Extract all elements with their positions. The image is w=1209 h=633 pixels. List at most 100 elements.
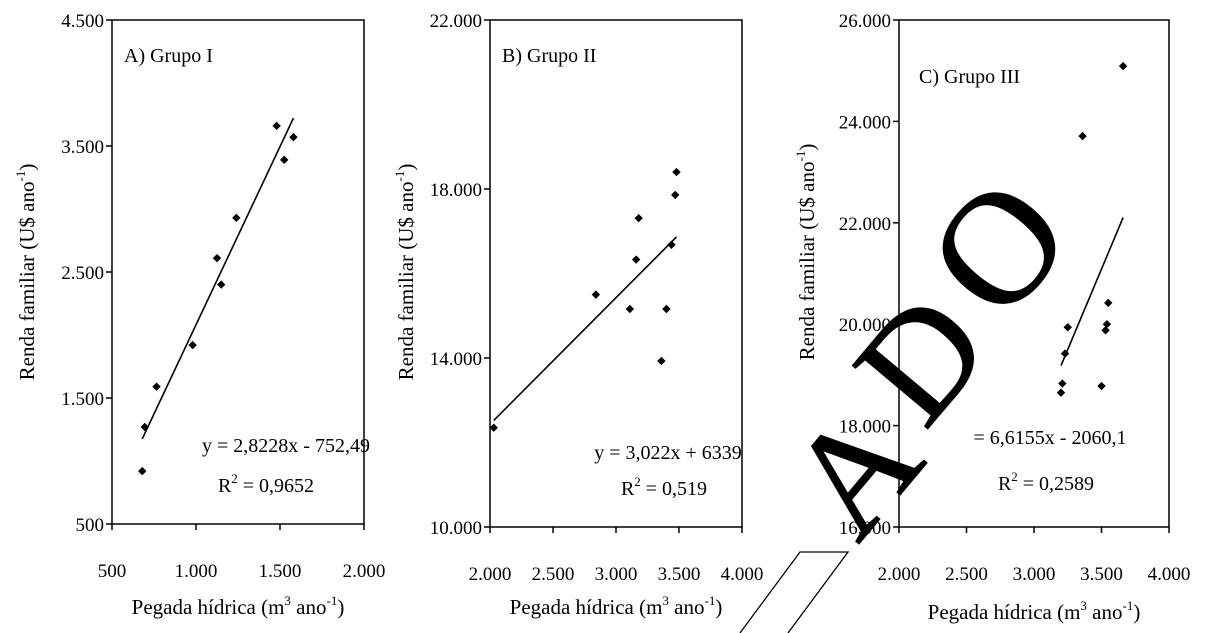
r-squared-value: = 0,9652 xyxy=(238,475,314,497)
data-point xyxy=(1104,298,1113,308)
r-squared: R2 = 0,2589 xyxy=(998,469,1094,495)
data-point xyxy=(671,190,680,200)
y-tick-label: 2.500 xyxy=(61,263,104,284)
regression-equation: = 6,6155x - 2060,1 xyxy=(974,427,1127,449)
data-point xyxy=(289,132,298,142)
trend-line xyxy=(1060,217,1124,366)
data-point xyxy=(152,382,161,391)
data-point xyxy=(280,155,289,165)
r-squared-letter: R xyxy=(998,473,1012,495)
trend-line xyxy=(141,117,295,440)
y-tick-label: 1.500 xyxy=(61,389,104,410)
x-axis-label-close: ) xyxy=(715,595,722,619)
x-axis-label-unit: ano xyxy=(291,595,327,619)
r-squared-value: = 0,519 xyxy=(641,478,707,500)
x-axis-label: Pegada hídrica (m3 ano-1) xyxy=(928,598,1141,624)
y-axis-label: Renda familiar (U$ ano-1) xyxy=(392,164,418,381)
y-tick-label: 24.000 xyxy=(839,112,891,133)
x-tick-label: 3.500 xyxy=(1080,564,1123,585)
r-squared-exponent: 2 xyxy=(1011,469,1018,484)
data-point xyxy=(662,304,671,314)
y-axis-label-close: ) xyxy=(394,164,418,171)
y-axis-label-exponent: -1 xyxy=(392,171,407,182)
y-axis-label: Renda familiar (U$ ano-1) xyxy=(793,144,819,361)
x-axis-label-exponent-2: -1 xyxy=(327,593,338,608)
x-axis-label: Pegada hídrica (m3 ano-1) xyxy=(510,593,723,619)
data-point xyxy=(489,423,498,432)
data-point xyxy=(232,213,241,223)
x-axis-label-exponent: 3 xyxy=(284,593,291,608)
data-point xyxy=(272,121,281,131)
x-axis-label-unit: ano xyxy=(1087,600,1123,624)
data-point xyxy=(138,466,147,476)
x-axis-label-exponent-2: -1 xyxy=(1123,598,1134,613)
panel-title: B) Grupo II xyxy=(502,45,596,67)
y-tick-label: 10.000 xyxy=(430,518,482,539)
data-point xyxy=(631,255,641,264)
x-axis-label-exponent: 3 xyxy=(662,593,669,608)
data-point xyxy=(1063,323,1072,332)
r-squared-value: = 0,2589 xyxy=(1018,473,1094,495)
y-axis-label-text: Renda familiar (U$ ano xyxy=(795,162,819,361)
x-axis-label-exponent: 3 xyxy=(1080,598,1087,613)
x-tick-label: 2.000 xyxy=(878,564,921,585)
x-tick-label: 3.000 xyxy=(1013,564,1056,585)
x-axis-label-unit: ano xyxy=(669,595,705,619)
r-squared-letter: R xyxy=(218,475,232,497)
data-point xyxy=(1058,379,1067,388)
r-squared-exponent: 2 xyxy=(634,474,641,489)
data-point xyxy=(1060,349,1070,358)
y-tick-label: 20.000 xyxy=(839,315,891,336)
y-tick-label: 4.500 xyxy=(61,11,104,32)
r-squared: R2 = 0,9652 xyxy=(218,471,314,497)
x-axis-label-close: ) xyxy=(337,595,344,619)
x-tick-label: 500 xyxy=(98,561,127,582)
y-tick-label: 3.500 xyxy=(61,137,104,158)
data-point xyxy=(1118,61,1128,71)
x-tick-label: 2.000 xyxy=(343,561,386,582)
x-axis-label: Pegada hídrica (m3 ano-1) xyxy=(132,593,345,619)
data-point xyxy=(591,290,601,299)
y-axis-label-exponent: -1 xyxy=(793,151,808,162)
data-point xyxy=(667,240,676,249)
x-axis-label-text: Pegada hídrica (m xyxy=(510,595,663,619)
data-point xyxy=(634,213,643,223)
chart-panel-3: 16.00018.00020.00022.00024.00026.0002.00… xyxy=(793,11,1190,624)
y-tick-label: 16.000 xyxy=(839,518,891,539)
regression-equation: y = 3,022x + 6339 xyxy=(594,442,742,464)
data-point xyxy=(657,356,666,366)
r-squared-letter: R xyxy=(621,478,635,500)
y-axis-label-exponent: -1 xyxy=(13,171,28,182)
panel-title: A) Grupo I xyxy=(124,45,213,67)
data-point xyxy=(212,253,222,263)
y-tick-label: 500 xyxy=(76,515,105,536)
x-tick-label: 2.500 xyxy=(532,564,575,585)
data-point xyxy=(1097,381,1106,391)
data-point xyxy=(1056,388,1066,397)
data-point xyxy=(217,280,226,289)
data-point xyxy=(625,304,635,314)
regression-equation: y = 2,8228x - 752,49 xyxy=(202,435,370,457)
data-point xyxy=(140,422,149,432)
x-tick-label: 3.000 xyxy=(595,564,638,585)
y-tick-label: 18.000 xyxy=(430,180,482,201)
watermark-stroke xyxy=(739,551,850,633)
x-tick-label: 4.000 xyxy=(721,564,764,585)
x-tick-label: 4.000 xyxy=(1148,564,1191,585)
x-axis-label-text: Pegada hídrica (m xyxy=(928,600,1081,624)
data-point xyxy=(188,340,197,350)
x-tick-label: 1.000 xyxy=(175,561,218,582)
y-tick-label: 14.000 xyxy=(430,349,482,370)
data-point xyxy=(1078,131,1087,141)
chart-panel-2: 10.000 14.000 18.000 22.000 2.000 2.500 3.000 3… xyxy=(392,11,763,619)
x-axis-label-text: Pegada hídrica (m xyxy=(132,595,285,619)
panel-title: C) Grupo III xyxy=(919,66,1020,88)
x-tick-label: 2.500 xyxy=(945,564,988,585)
y-tick-label: 26.000 xyxy=(839,11,891,32)
y-tick-label: 22.000 xyxy=(839,214,891,235)
x-axis-label-exponent-2: -1 xyxy=(705,593,716,608)
chart-panel-1: 500 1.500 2.500 3.500 4.500 500 1.000 1.500 2.00… xyxy=(13,11,385,619)
data-point xyxy=(1102,320,1112,329)
data-point xyxy=(672,167,681,177)
